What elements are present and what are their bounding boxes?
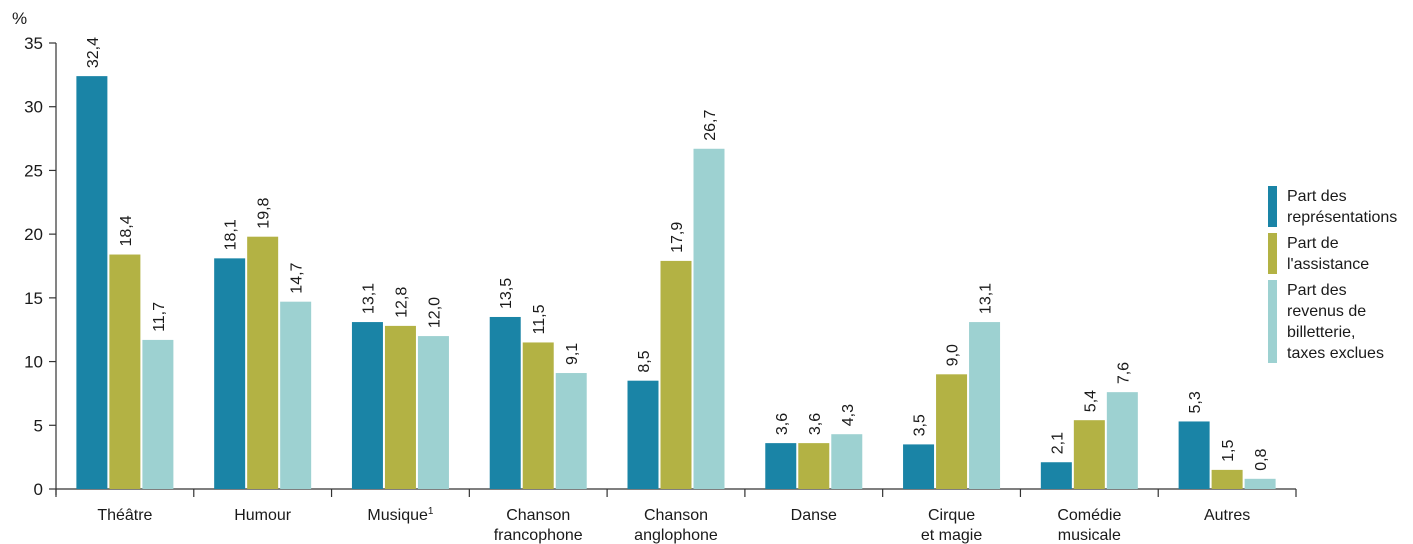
bar [660, 260, 692, 489]
bar [903, 444, 935, 489]
data-label: 3,5 [912, 414, 929, 436]
bar [1178, 421, 1210, 489]
bar [214, 258, 246, 489]
data-label: 8,5 [636, 350, 653, 372]
data-label: 11,5 [531, 304, 548, 334]
bar [1244, 478, 1276, 489]
data-label: 32,4 [85, 37, 102, 68]
data-label: 13,1 [360, 283, 377, 314]
x-tick-label: Musique1 [367, 506, 433, 524]
data-label: 5,3 [1187, 391, 1204, 413]
x-tick-label: Théâtre [97, 507, 152, 524]
legend-entry: Part des revenus de billetterie, taxes excl… [1287, 282, 1384, 362]
y-tick-label: 35 [24, 34, 43, 53]
bar [76, 76, 108, 489]
data-label: 13,1 [978, 283, 995, 314]
data-label: 18,4 [118, 215, 135, 246]
x-tick-label: Chanson francophone [494, 507, 583, 544]
bar [936, 374, 968, 489]
bar [693, 148, 725, 489]
legend-swatch [1268, 280, 1277, 363]
data-label: 5,4 [1082, 390, 1099, 412]
x-tick-label: Autres [1204, 507, 1250, 524]
y-tick-label: 25 [24, 161, 43, 180]
y-tick-label: 20 [24, 225, 43, 244]
legend: Part des représentations Part de l'assistan… [1268, 186, 1397, 363]
bars [76, 76, 1276, 489]
bar [1040, 462, 1072, 489]
data-label: 14,7 [289, 262, 306, 293]
bar [280, 301, 312, 489]
data-label: 13,5 [498, 278, 515, 309]
data-labels: 32,4 18,1 13,1 13,5 8,5 3,6 3,5 2,1 5,3 18,4 19,8 1… [85, 37, 1270, 471]
x-tick-label: Danse [791, 507, 837, 524]
y-axis-title: % [12, 9, 27, 28]
y-tick-label: 30 [24, 98, 43, 117]
y-axis: 0 5 10 15 20 25 30 35 [24, 34, 57, 499]
bar [1073, 420, 1105, 489]
legend-swatch [1268, 186, 1277, 227]
bar [627, 380, 659, 489]
bar [798, 443, 830, 489]
data-label: 1,5 [1220, 440, 1237, 462]
data-label: 12,0 [426, 297, 443, 328]
data-label: 26,7 [702, 110, 719, 141]
legend-swatch [1268, 233, 1277, 274]
bar [109, 254, 141, 489]
data-label: 2,1 [1049, 432, 1066, 454]
x-tick-label: Chanson anglophone [634, 507, 718, 544]
y-tick-label: 15 [24, 289, 43, 308]
data-label: 7,6 [1115, 362, 1132, 384]
x-tick-label: Comédie musicale [1057, 507, 1121, 544]
bar [247, 236, 279, 489]
x-tick-label: Cirque et magie [921, 507, 982, 544]
data-label: 12,8 [393, 287, 410, 318]
bar [351, 322, 383, 489]
y-tick-label: 5 [34, 416, 43, 435]
data-label: 19,8 [256, 197, 273, 228]
data-label: 4,3 [840, 404, 857, 426]
y-tick-label: 10 [24, 353, 43, 372]
data-label: 17,9 [669, 222, 686, 253]
data-label: 0,8 [1253, 448, 1270, 470]
bar [417, 336, 449, 489]
x-tick-label: Humour [234, 507, 292, 524]
bar [1211, 469, 1243, 489]
legend-entry: Part de l'assistance [1287, 235, 1369, 273]
bar [1106, 392, 1138, 489]
data-label: 3,6 [774, 413, 791, 435]
bar [142, 339, 174, 489]
data-label: 3,6 [807, 413, 824, 435]
bar [555, 373, 587, 489]
data-label: 18,1 [223, 219, 240, 250]
y-tick-label: 0 [34, 480, 43, 499]
bar [765, 443, 797, 489]
bar [489, 316, 521, 489]
data-label: 9,0 [945, 344, 962, 366]
bar [831, 434, 863, 489]
legend-entry: Part des représentations [1287, 188, 1397, 226]
bar [522, 342, 554, 489]
x-axis: Théâtre Humour Musique1 Chanson francophone C… [55, 488, 1297, 544]
bar [969, 322, 1001, 489]
data-label: 9,1 [564, 343, 581, 365]
data-label: 11,7 [151, 302, 168, 332]
bar [384, 325, 416, 489]
